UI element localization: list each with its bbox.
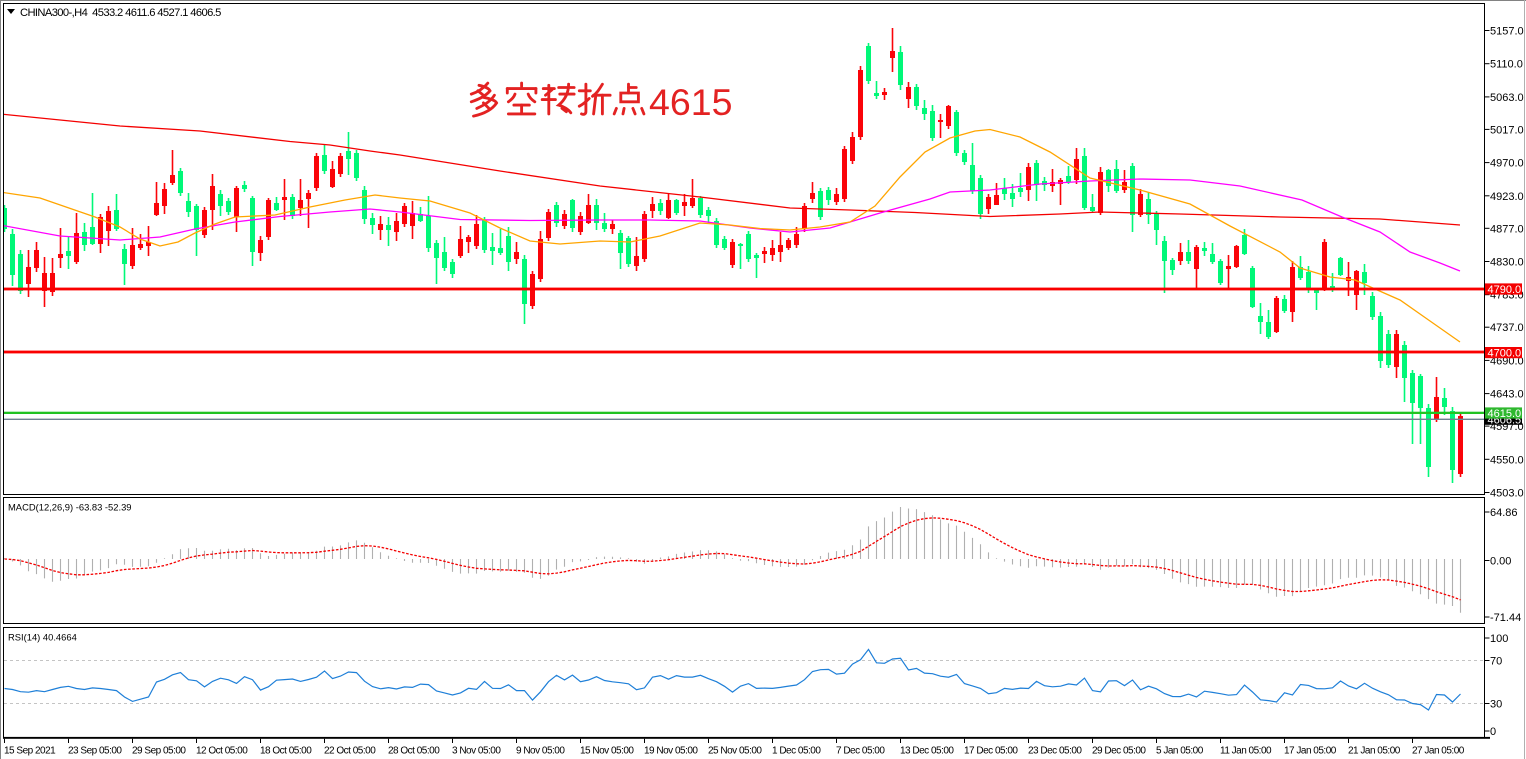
svg-text:100: 100 xyxy=(1490,633,1508,645)
svg-text:5017.0: 5017.0 xyxy=(1490,124,1524,136)
svg-text:28 Oct 05:00: 28 Oct 05:00 xyxy=(388,746,440,757)
svg-text:13 Dec 05:00: 13 Dec 05:00 xyxy=(900,746,954,757)
svg-text:7 Dec 05:00: 7 Dec 05:00 xyxy=(836,746,885,757)
svg-text:4790.0: 4790.0 xyxy=(1488,284,1522,296)
svg-text:5063.0: 5063.0 xyxy=(1490,92,1524,104)
svg-text:4643.0: 4643.0 xyxy=(1490,389,1524,401)
svg-text:12 Oct 05:00: 12 Oct 05:00 xyxy=(196,746,248,757)
svg-text:RSI(14) 40.4664: RSI(14) 40.4664 xyxy=(8,632,77,643)
svg-text:15 Sep 2021: 15 Sep 2021 xyxy=(4,746,56,757)
svg-text:1 Dec 05:00: 1 Dec 05:00 xyxy=(772,746,821,757)
svg-text:4503.0: 4503.0 xyxy=(1490,488,1524,500)
svg-text:11 Jan 05:00: 11 Jan 05:00 xyxy=(1220,746,1272,757)
svg-text:29 Sep 05:00: 29 Sep 05:00 xyxy=(132,746,186,757)
svg-text:4877.0: 4877.0 xyxy=(1490,223,1524,235)
svg-text:0: 0 xyxy=(1490,726,1496,738)
svg-text:4550.0: 4550.0 xyxy=(1490,454,1524,466)
svg-text:5110.0: 5110.0 xyxy=(1490,59,1523,71)
svg-text:17 Dec 05:00: 17 Dec 05:00 xyxy=(964,746,1018,757)
svg-text:4615: 4615 xyxy=(649,81,732,123)
svg-text:4690.0: 4690.0 xyxy=(1490,355,1524,367)
svg-text:30: 30 xyxy=(1490,699,1502,711)
svg-text:21 Jan 05:00: 21 Jan 05:00 xyxy=(1348,746,1401,757)
svg-text:19 Nov 05:00: 19 Nov 05:00 xyxy=(644,746,698,757)
svg-text:15 Nov 05:00: 15 Nov 05:00 xyxy=(580,746,634,757)
svg-text:3 Nov 05:00: 3 Nov 05:00 xyxy=(452,746,501,757)
svg-text:4737.0: 4737.0 xyxy=(1490,322,1524,334)
svg-text:4923.0: 4923.0 xyxy=(1490,191,1524,203)
svg-text:23 Dec 05:00: 23 Dec 05:00 xyxy=(1028,746,1082,757)
svg-text:5157.0: 5157.0 xyxy=(1490,26,1524,38)
svg-text:18 Oct 05:00: 18 Oct 05:00 xyxy=(260,746,312,757)
svg-text:22 Oct 05:00: 22 Oct 05:00 xyxy=(324,746,376,757)
svg-text:MACD(12,26,9) -63.83 -52.39: MACD(12,26,9) -63.83 -52.39 xyxy=(8,502,132,513)
svg-text:29 Dec 05:00: 29 Dec 05:00 xyxy=(1092,746,1146,757)
svg-text:70: 70 xyxy=(1490,656,1502,668)
svg-text:9 Nov 05:00: 9 Nov 05:00 xyxy=(516,746,565,757)
svg-text:25 Nov 05:00: 25 Nov 05:00 xyxy=(708,746,762,757)
svg-text:4830.0: 4830.0 xyxy=(1490,257,1524,269)
svg-text:4615.0: 4615.0 xyxy=(1488,408,1522,420)
svg-text:64.86: 64.86 xyxy=(1490,507,1518,519)
svg-text:0.00: 0.00 xyxy=(1490,556,1511,568)
svg-text:17 Jan 05:00: 17 Jan 05:00 xyxy=(1284,746,1337,757)
svg-text:23 Sep 05:00: 23 Sep 05:00 xyxy=(68,746,122,757)
svg-text:4700.0: 4700.0 xyxy=(1488,348,1522,360)
svg-text:CHINA300-,H4 4533.2 4611.6 45: CHINA300-,H4 4533.2 4611.6 4527.1 4606.5 xyxy=(20,7,221,19)
svg-text:4970.0: 4970.0 xyxy=(1490,158,1524,170)
svg-text:27 Jan 05:00: 27 Jan 05:00 xyxy=(1412,746,1465,757)
svg-text:-71.44: -71.44 xyxy=(1490,612,1521,624)
svg-text:5 Jan 05:00: 5 Jan 05:00 xyxy=(1156,746,1204,757)
